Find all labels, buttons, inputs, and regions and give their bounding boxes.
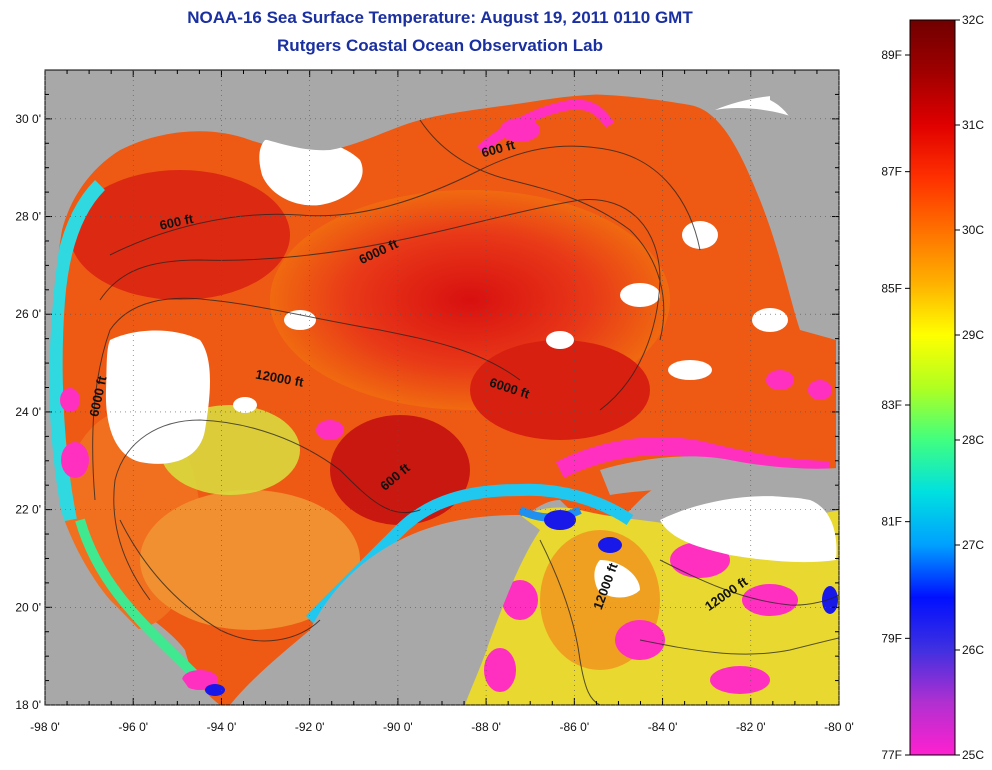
warm-core-texas — [70, 170, 290, 300]
y-tick-label: 20 0' — [15, 600, 41, 614]
colorbar-label-fahrenheit: 79F — [881, 631, 902, 645]
yucatan-land — [230, 515, 540, 705]
bathymetry-contours — [92, 119, 839, 705]
colorbar — [909, 19, 956, 756]
y-tick-label: 22 0' — [15, 503, 41, 517]
contour-label: 600 ft — [158, 211, 195, 233]
x-tick-label: -98 0' — [30, 720, 60, 734]
axis-ticks: -98 0' -96 0' -94 0' -92 0' -90 0' -88 0' -86 … — [15, 69, 854, 734]
page-title: NOAA-16 Sea Surface Temperature: August … — [187, 8, 693, 27]
y-tick-label: 18 0' — [15, 698, 41, 712]
colorbar-label-celsius: 31C — [962, 118, 984, 132]
colorbar-label-celsius: 30C — [962, 223, 984, 237]
us-coast-land — [45, 70, 770, 240]
x-tick-label: -90 0' — [383, 720, 413, 734]
florida-land — [770, 70, 839, 300]
coastal-band-texas — [48, 180, 106, 522]
warm-core-south — [330, 415, 470, 525]
colorbar-label-celsius: 25C — [962, 748, 984, 762]
x-tick-label: -84 0' — [648, 720, 678, 734]
mexico-land — [45, 230, 200, 705]
colorbar-label-celsius: 27C — [962, 538, 984, 552]
coastal-band-mexico — [75, 518, 204, 684]
cuba-land — [600, 456, 839, 499]
colorbar-label-fahrenheit: 77F — [881, 748, 902, 762]
warm-bay-campeche — [140, 490, 360, 630]
x-tick-label: -96 0' — [118, 720, 148, 734]
colorbar-labels: 32C 31C 30C 29C 28C 27C 26C 25C 89F 87F 85F 83F 81F 7… — [881, 13, 984, 762]
colorbar-label-celsius: 26C — [962, 643, 984, 657]
colorbar-label-fahrenheit: 87F — [881, 165, 902, 179]
colorbar-label-fahrenheit: 89F — [881, 48, 902, 62]
y-tick-label: 28 0' — [15, 210, 41, 224]
colorbar-label-fahrenheit: 85F — [881, 281, 902, 295]
colorbar-label-celsius: 29C — [962, 328, 984, 342]
y-tick-label: 30 0' — [15, 112, 41, 126]
colorbar-label-fahrenheit: 83F — [881, 398, 902, 412]
x-tick-label: -86 0' — [560, 720, 590, 734]
warm-core-east — [470, 340, 650, 440]
colorbar-label-celsius: 28C — [962, 433, 984, 447]
y-tick-label: 24 0' — [15, 405, 41, 419]
colorbar-label-celsius: 32C — [962, 13, 984, 27]
page-subtitle: Rutgers Coastal Ocean Observation Lab — [277, 36, 603, 55]
colorbar-label-fahrenheit: 81F — [881, 515, 902, 529]
x-tick-label: -82 0' — [736, 720, 766, 734]
y-tick-label: 26 0' — [15, 307, 41, 321]
coastal-band-cuba — [555, 437, 831, 479]
x-tick-label: -80 0' — [824, 720, 854, 734]
x-tick-label: -88 0' — [471, 720, 501, 734]
x-tick-label: -94 0' — [207, 720, 237, 734]
x-tick-label: -92 0' — [295, 720, 325, 734]
